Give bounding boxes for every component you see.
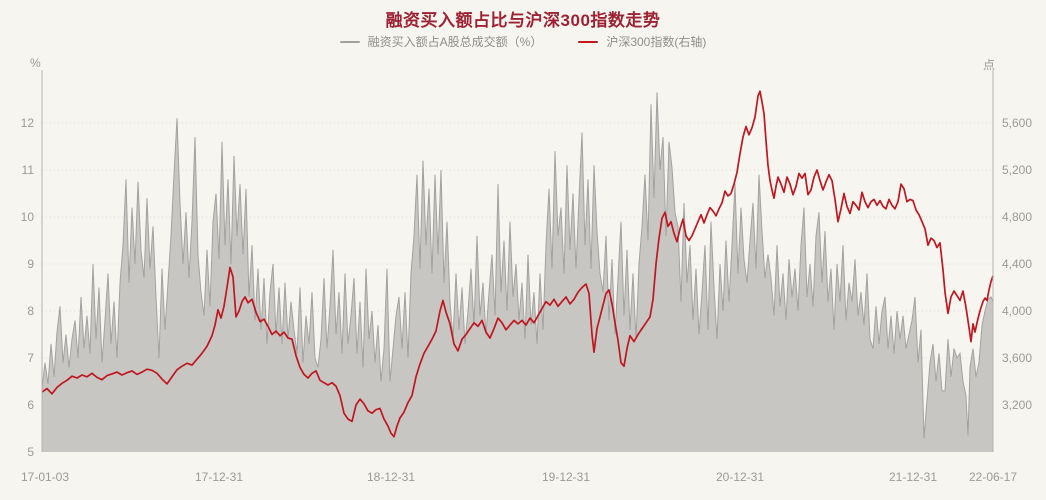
left-axis-tick: 6 (27, 398, 34, 412)
left-axis-unit: % (30, 56, 41, 70)
page-title: 融资买入额占比与沪深300指数走势 (385, 11, 661, 30)
x-axis-label: 21-12-31 (889, 470, 937, 484)
left-axis-tick: 9 (27, 257, 34, 271)
left-axis-tick: 5 (27, 445, 34, 459)
x-axis-label: 20-12-31 (716, 470, 764, 484)
left-axis-tick: 10 (21, 210, 35, 224)
left-axis-tick: 11 (22, 163, 35, 177)
legend-label-margin-ratio: 融资买入额占A股总成交额（%） (367, 35, 543, 49)
legend: 融资买入额占A股总成交额（%） 沪深300指数(右轴) (0, 33, 1046, 50)
right-axis-tick: 5,600 (1002, 116, 1032, 130)
right-axis-unit: 点 (983, 58, 996, 72)
csi300-line (41, 90, 994, 438)
x-axis-label: 22-06-17 (969, 470, 1017, 484)
x-axis-label: 18-12-31 (367, 470, 415, 484)
red-line-marker-icon (578, 40, 599, 43)
right-axis-tick: 4,000 (1002, 304, 1032, 318)
x-axis-label: 17-12-31 (195, 470, 243, 484)
legend-item-csi300[interactable]: 沪深300指数(右轴) (578, 33, 706, 50)
legend-item-margin-ratio[interactable]: 融资买入额占A股总成交额（%） (339, 33, 543, 50)
right-axis-tick: 4,400 (1002, 257, 1032, 271)
legend-label-csi300: 沪深300指数(右轴) (606, 35, 707, 49)
margin-ratio-outline (41, 92, 994, 438)
right-axis-tick: 4,800 (1002, 210, 1032, 224)
left-axis-tick: 8 (27, 304, 34, 318)
left-axis-tick: 7 (27, 351, 34, 365)
x-axis-label: 19-12-31 (542, 470, 590, 484)
gray-line-marker-icon (339, 40, 360, 43)
x-axis-label: 17-01-03 (21, 470, 69, 484)
right-axis-tick: 3,600 (1002, 351, 1032, 365)
left-axis-tick: 12 (21, 116, 35, 130)
margin-ratio-area (42, 92, 993, 453)
right-axis-tick: 5,200 (1002, 163, 1032, 177)
right-axis-tick: 3,200 (1002, 398, 1032, 412)
